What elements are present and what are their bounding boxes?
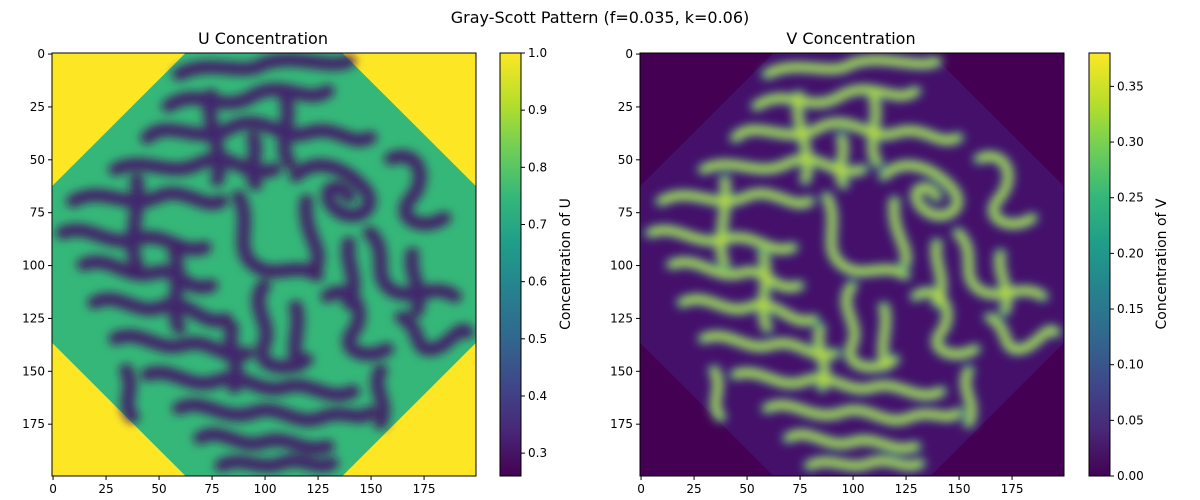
u-y-tick-label: 75 <box>30 206 45 220</box>
v-y-tick-label: 50 <box>618 153 633 167</box>
u-colorbar-tick-label: 0.9 <box>528 103 547 117</box>
v-colorbar-ticks: 0.00 0.05 0.10 0.15 0.20 0.25 0.30 0.35 <box>1110 79 1144 483</box>
u-heatmap <box>52 53 476 476</box>
v-colorbar-tick-label: 0.15 <box>1117 302 1144 316</box>
v-x-tick-label: 25 <box>686 482 701 496</box>
v-heatmap <box>640 53 1064 476</box>
v-y-tick-label: 100 <box>610 259 633 273</box>
u-y-tick-label: 100 <box>22 259 45 273</box>
u-colorbar-ticks: 0.3 0.4 0.5 0.6 0.7 0.8 0.9 1.0 <box>521 46 547 460</box>
v-colorbar-label: Concentration of V <box>1154 198 1170 329</box>
u-colorbar-tick-label: 1.0 <box>528 46 547 60</box>
u-colorbar-label: Concentration of U <box>558 198 574 330</box>
u-colorbar-tick-label: 0.4 <box>528 389 547 403</box>
u-x-tick-label: 150 <box>360 482 383 496</box>
u-x-tick-label: 100 <box>254 482 277 496</box>
u-panel: U Concentration 0 25 50 75 100 125 150 175 0 25 5… <box>22 29 574 496</box>
v-y-ticks: 0 25 50 75 100 125 150 175 <box>610 47 640 431</box>
u-x-tick-label: 175 <box>413 482 436 496</box>
v-title: V Concentration <box>786 29 915 48</box>
u-colorbar-tick-label: 0.6 <box>528 275 547 289</box>
v-colorbar-tick-label: 0.00 <box>1117 469 1144 483</box>
v-y-tick-label: 75 <box>618 206 633 220</box>
u-colorbar-tick-label: 0.7 <box>528 217 547 231</box>
u-title: U Concentration <box>198 29 328 48</box>
v-x-tick-label: 150 <box>948 482 971 496</box>
u-x-tick-label: 25 <box>98 482 113 496</box>
v-colorbar-tick-label: 0.05 <box>1117 413 1144 427</box>
u-colorbar-tick-label: 0.8 <box>528 160 547 174</box>
u-y-tick-label: 150 <box>22 364 45 378</box>
u-colorbar <box>499 52 522 477</box>
v-y-tick-label: 150 <box>610 364 633 378</box>
u-y-tick-label: 50 <box>30 153 45 167</box>
v-axes-frame <box>639 52 1065 477</box>
u-axes-frame <box>51 52 477 477</box>
u-x-tick-label: 75 <box>204 482 219 496</box>
u-y-tick-label: 0 <box>37 47 45 61</box>
v-colorbar-tick-label: 0.25 <box>1117 191 1144 205</box>
u-colorbar-tick-label: 0.3 <box>528 446 547 460</box>
v-y-tick-label: 25 <box>618 100 633 114</box>
v-y-tick-label: 175 <box>610 417 633 431</box>
u-y-tick-label: 175 <box>22 417 45 431</box>
v-colorbar <box>1088 52 1111 477</box>
v-x-tick-label: 125 <box>895 482 918 496</box>
figure-suptitle: Gray-Scott Pattern (f=0.035, k=0.06) <box>451 8 750 27</box>
u-y-ticks: 0 25 50 75 100 125 150 175 <box>22 47 52 431</box>
v-x-tick-label: 75 <box>792 482 807 496</box>
v-colorbar-tick-label: 0.20 <box>1117 246 1144 260</box>
v-x-tick-label: 0 <box>637 482 645 496</box>
u-y-tick-label: 125 <box>22 311 45 325</box>
u-x-tick-label: 50 <box>151 482 166 496</box>
u-x-tick-label: 0 <box>49 482 57 496</box>
v-y-tick-label: 125 <box>610 311 633 325</box>
u-x-ticks: 0 25 50 75 100 125 150 175 <box>49 476 436 496</box>
u-y-tick-label: 25 <box>30 100 45 114</box>
v-x-tick-label: 175 <box>1001 482 1024 496</box>
v-y-tick-label: 0 <box>625 47 633 61</box>
v-x-ticks: 0 25 50 75 100 125 150 175 <box>637 476 1024 496</box>
u-colorbar-tick-label: 0.5 <box>528 332 547 346</box>
v-colorbar-tick-label: 0.35 <box>1117 79 1144 93</box>
v-x-tick-label: 50 <box>739 482 754 496</box>
v-x-tick-label: 100 <box>842 482 865 496</box>
v-panel: V Concentration 0 25 50 75 100 125 150 175 0 25 5… <box>610 29 1170 496</box>
v-colorbar-tick-label: 0.10 <box>1117 358 1144 372</box>
v-colorbar-tick-label: 0.30 <box>1117 135 1144 149</box>
u-x-tick-label: 125 <box>307 482 330 496</box>
